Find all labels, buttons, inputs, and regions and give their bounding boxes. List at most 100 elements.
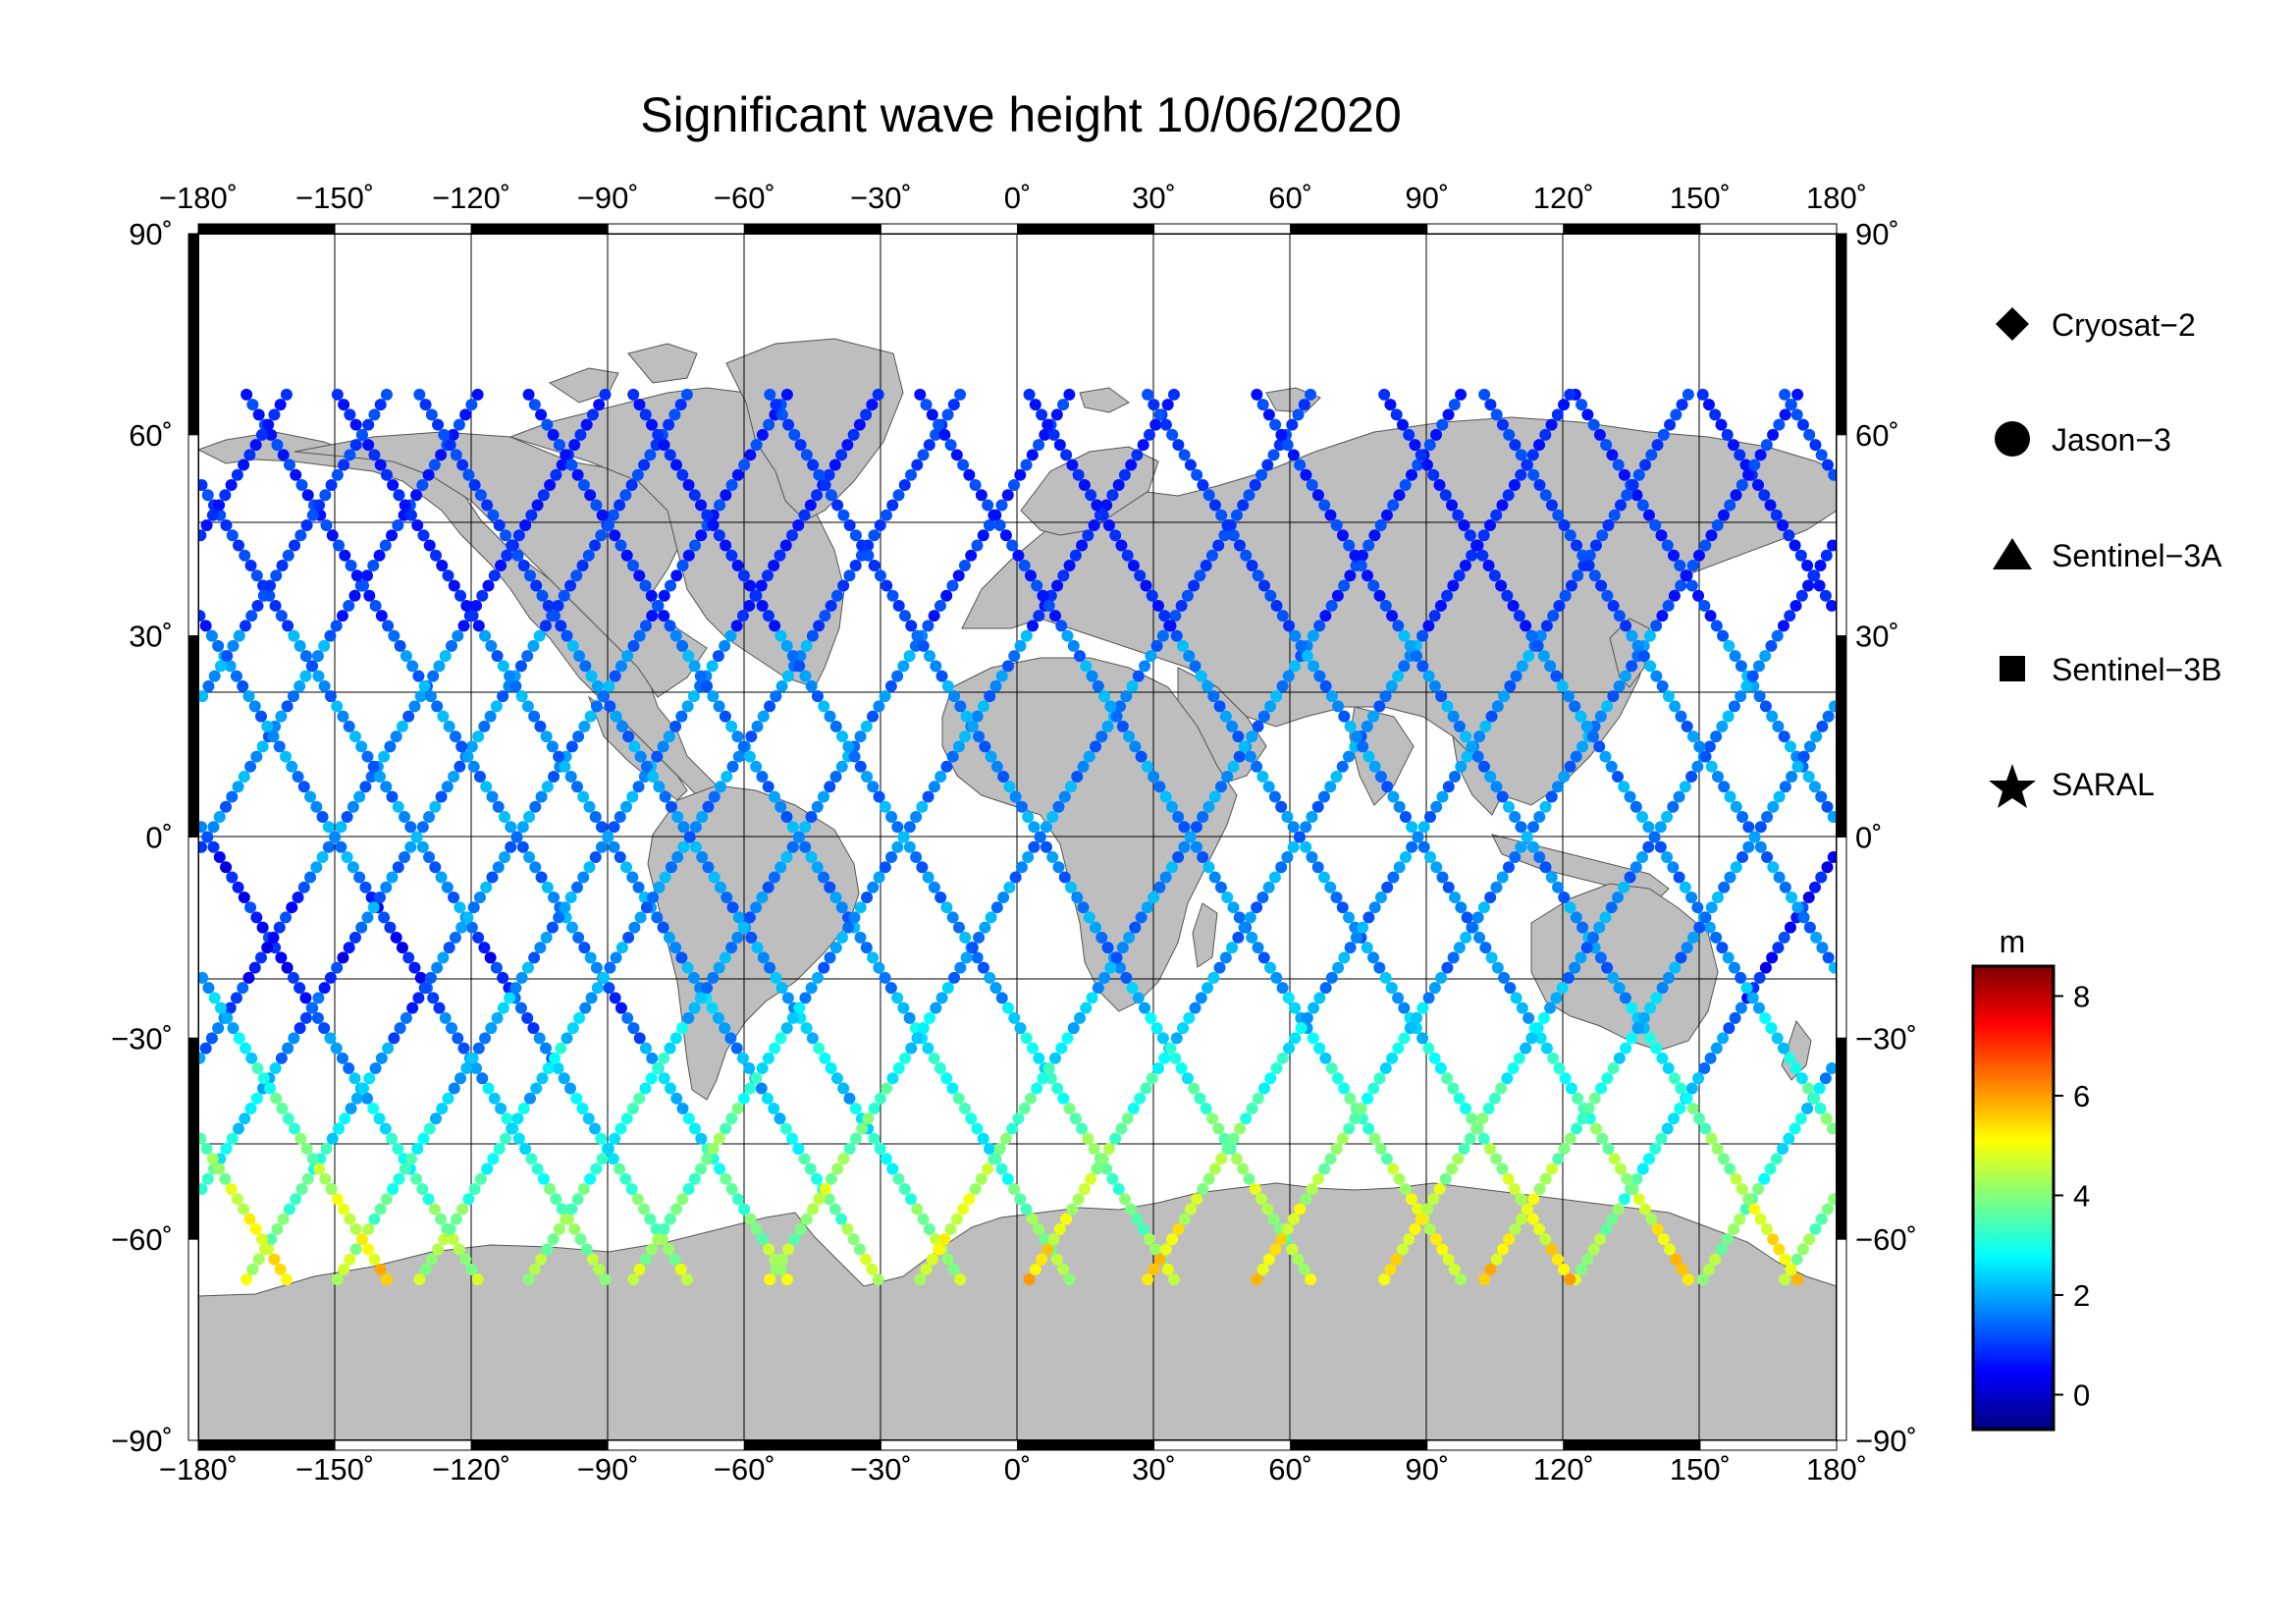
track-point (1362, 539, 1375, 552)
track-point (1580, 720, 1593, 732)
track-point (999, 1132, 1012, 1145)
track-point (751, 720, 764, 732)
track-point (966, 942, 979, 954)
track-point (941, 679, 954, 692)
track-point (867, 781, 880, 793)
track-point (1417, 821, 1430, 834)
track-point (1626, 1001, 1638, 1014)
track-point (330, 1042, 343, 1055)
track-point (954, 700, 967, 713)
track-point (1392, 1042, 1405, 1055)
track-point (480, 881, 493, 893)
track-point (595, 840, 608, 853)
track-point (1675, 710, 1687, 723)
track-point (1191, 468, 1203, 481)
track-point (360, 1092, 373, 1105)
track-point (1748, 1203, 1761, 1216)
track-point (1637, 650, 1650, 663)
track-point (555, 620, 567, 632)
track-point (1502, 861, 1515, 874)
track-point (1055, 1042, 1068, 1055)
track-point (1670, 408, 1682, 421)
track-point (622, 931, 635, 944)
track-point (1423, 439, 1436, 452)
track-point (1027, 1042, 1040, 1055)
track-point (1558, 1263, 1571, 1275)
track-point (1778, 730, 1790, 743)
track-point (1815, 871, 1828, 884)
track-point (997, 771, 1010, 784)
track-point (1650, 1042, 1663, 1055)
track-point (1411, 650, 1423, 663)
track-point (1710, 730, 1723, 743)
lat-labels-right: 90˚60˚30˚0˚−30˚−60˚−90˚ (1855, 217, 1917, 1458)
track-point (1501, 1072, 1514, 1085)
track-point (1564, 1273, 1576, 1286)
track-point (450, 449, 462, 461)
track-point (603, 679, 615, 692)
track-point (1427, 468, 1440, 481)
lat-tick-label-left: 0˚ (145, 821, 173, 855)
track-point (774, 629, 787, 642)
track-point (1767, 861, 1780, 874)
track-point (1153, 1253, 1166, 1266)
track-point (1485, 951, 1498, 964)
track-point (835, 1213, 848, 1225)
track-point (604, 700, 616, 713)
track-point (519, 1142, 532, 1155)
track-point (227, 1022, 240, 1035)
track-point (271, 439, 284, 452)
track-point (1736, 811, 1749, 824)
track-point (1626, 660, 1638, 673)
track-point (583, 861, 596, 874)
track-point (214, 660, 227, 673)
track-point (780, 811, 793, 824)
track-point (1264, 961, 1277, 974)
track-point (977, 961, 989, 974)
track-point (620, 549, 633, 562)
track-point (565, 921, 578, 934)
track-point (1165, 800, 1178, 813)
track-point (1026, 1213, 1039, 1225)
track-point (639, 1253, 652, 1266)
track-point (393, 489, 405, 502)
track-point (1773, 1243, 1786, 1256)
track-point (725, 1112, 738, 1125)
track-point (1289, 660, 1302, 673)
track-point (988, 509, 1000, 521)
track-point (1219, 710, 1232, 723)
track-point (990, 901, 1003, 914)
track-point (245, 1052, 258, 1064)
track-point (325, 479, 338, 492)
track-point (373, 771, 386, 784)
track-point (306, 1001, 319, 1014)
track-point (1657, 428, 1670, 441)
track-point (1521, 459, 1533, 471)
track-point (1662, 690, 1675, 703)
track-point (289, 1122, 301, 1135)
track-point (898, 1182, 911, 1195)
track-point (344, 1253, 356, 1266)
track-point (755, 579, 768, 592)
track-point (331, 468, 344, 481)
track-point (1008, 1011, 1021, 1024)
lon-tick-label-bottom: −150˚ (295, 1452, 374, 1487)
track-point (1082, 1132, 1095, 1145)
track-point (1685, 891, 1698, 903)
track-point (1033, 1222, 1045, 1235)
track-point (493, 519, 506, 532)
track-point (1759, 700, 1772, 713)
track-point (1251, 388, 1263, 401)
track-point (522, 388, 535, 401)
track-point (1115, 1122, 1128, 1135)
track-point (1398, 1001, 1411, 1014)
track-point (1770, 1153, 1783, 1165)
track-point (294, 639, 306, 652)
track-point (1384, 399, 1397, 411)
track-point (971, 1122, 984, 1135)
track-point (546, 740, 559, 753)
track-point (1051, 1082, 1064, 1095)
track-point (1778, 931, 1790, 944)
track-point (237, 679, 249, 692)
track-point (1571, 1122, 1583, 1135)
